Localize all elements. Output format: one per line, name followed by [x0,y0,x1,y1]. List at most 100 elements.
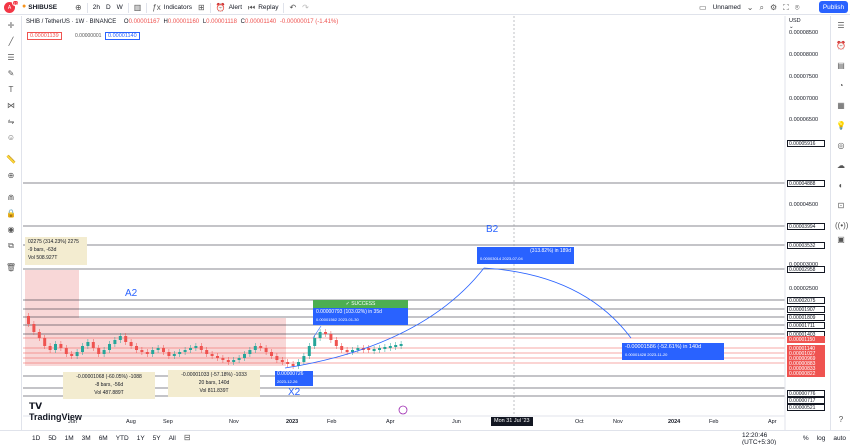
range-button-1y[interactable]: 1Y [136,434,145,442]
candle-body [351,350,354,352]
interval-week-button[interactable]: W [116,4,123,11]
layout-menu-button[interactable]: ⌄ [744,0,757,15]
symbol-search-button[interactable]: ● SHIBUSE [22,1,57,13]
hotlist-icon[interactable]: ◔ [838,81,844,90]
coin-icon: ● [22,3,27,10]
range-button-6m[interactable]: 6M [98,434,108,442]
chart-canvas[interactable] [23,16,830,430]
order-panel-icon[interactable]: ▣ [837,235,845,244]
redo-button[interactable]: ↷ [299,0,312,15]
range-button-ytd[interactable]: YTD [115,434,129,442]
sell-price-box[interactable]: 0.00001139 [27,32,62,40]
events-icon[interactable] [398,405,408,415]
lock-icon[interactable]: 🔒 [6,209,16,218]
quick-search-button[interactable]: ⌕ [756,0,766,15]
pattern-zone-red-left [25,270,79,366]
price-label: 0.00004500 [789,202,819,208]
auto-toggle[interactable]: auto [833,435,846,442]
price-label: 0.00006500 [789,117,819,123]
replay-button[interactable]: ⏮ Replay [245,0,281,15]
goto-date-button[interactable]: ⊟ [180,434,195,442]
candle-body [172,354,176,356]
templates-button[interactable]: ⊞ [195,0,208,15]
ruler-icon[interactable]: 📏 [6,155,16,164]
candle-body [91,342,95,348]
streams-icon[interactable]: ◎ [837,141,845,150]
buy-price-box[interactable]: 0.00001140 [105,32,140,40]
c-target-label[interactable]: -0.00001586 (-52.61%) in 140d 0.00001428… [622,343,724,360]
candle-body [151,350,155,354]
fullscreen-button[interactable]: ⛶ [780,0,792,15]
layout-name-button[interactable]: Unnamed [712,4,741,11]
range-button-1m[interactable]: 1M [64,434,74,442]
drawings-list-icon[interactable]: ⧉ [8,241,14,250]
dom-icon[interactable]: ⊡ [837,201,845,210]
measure-box-left[interactable]: 02275 (314.23%) 2275 -9 bars, -63d Vol 5… [25,237,87,265]
chats-icon[interactable]: ☁ [837,161,845,170]
eye-icon[interactable]: ◉ [7,225,15,234]
range-button-1d[interactable]: 1D [32,434,41,442]
zoom-in-icon[interactable]: ⊕ [7,171,15,180]
crosshair-icon[interactable]: ✛ [7,21,15,30]
interval-day-button[interactable]: D [105,4,111,11]
interval-button[interactable]: 2h [92,4,100,11]
currency-selector[interactable]: USD ⌄ [789,18,801,30]
broadcast-icon[interactable]: ((•)) [835,221,849,230]
calendar-icon[interactable]: ▦ [837,101,845,110]
measure-box-x[interactable]: -0.00001068 (-60.05%) -1088 -8 bars, -56… [63,372,155,399]
x2-price-label[interactable]: 0.00000726 2023-12-26 [275,371,313,386]
percent-toggle[interactable]: % [802,435,809,442]
b2-line1: (313.82%) in 189d [530,248,571,254]
trash-icon[interactable]: 🗑 [5,263,17,272]
candle-body [264,348,268,352]
layout-icon-button[interactable]: ▭ [696,0,710,15]
alerts-icon[interactable]: ⏰ [836,41,846,50]
label-b2[interactable]: B2 [486,224,499,235]
price-level-badge: 0.00000822 [787,370,825,377]
forecast-icon[interactable]: ⇋ [7,117,15,126]
candle-body [226,360,230,362]
publish-button[interactable]: Publish [819,1,848,13]
data-window-icon[interactable]: ▤ [837,61,845,70]
range-button-3m[interactable]: 3M [81,434,91,442]
help-icon[interactable]: ? [838,415,844,424]
pattern-icon[interactable]: ⋈ [7,101,15,110]
log-toggle[interactable]: log [816,435,826,442]
alert-button[interactable]: ⏰ Alert [213,0,245,15]
watchlist-icon[interactable]: ☰ [837,21,845,30]
b2-target-label[interactable]: (313.82%) in 189d 0.00003014 2023-07-04 [477,247,574,264]
text-icon[interactable]: T [8,85,14,94]
measure-box-mid[interactable]: -0.00001033 (-57.18%) -1033 20 bars, 140… [168,370,260,397]
undo-button[interactable]: ↶ [286,0,299,15]
label-x2[interactable]: X2 [288,387,301,398]
candle-body [388,346,392,348]
measure-x-line1: -0.00001068 (-60.05%) -1088 [76,374,142,380]
timezone-clock[interactable]: 12:20:46 (UTC+5:30) [742,431,777,445]
range-button-all[interactable]: All [168,434,176,442]
compare-button[interactable]: ⊕ [72,0,85,15]
brush-icon[interactable]: ✎ [7,69,15,78]
range-button-5y[interactable]: 5Y [152,434,161,442]
chart-type-button[interactable]: ▥ [131,0,145,15]
candle-body [86,342,90,346]
user-avatar[interactable]: A [4,2,15,13]
indicators-button[interactable]: ƒx Indicators [149,0,195,15]
measure-x-line3: Vol 487.889T [94,390,124,396]
notifications-icon[interactable]: ◐ [838,181,844,190]
magnet-icon[interactable]: ⋒ [7,193,15,202]
ideas-icon[interactable]: 💡 [836,121,846,130]
divider [86,2,88,13]
fib-icon[interactable]: ☰ [7,53,15,62]
time-label: Apr [768,419,777,425]
snapshot-button[interactable]: ⌾ [792,0,803,15]
trendline-icon[interactable]: ╱ [8,37,14,46]
emoji-icon[interactable]: ☺ [6,133,16,142]
settings-button[interactable]: ⚙ [767,0,780,15]
label-a2[interactable]: A2 [125,288,138,299]
candle-body [399,344,403,346]
alert-label: Alert [228,4,243,11]
price-level-badge: 0.00001711 [787,322,825,329]
success-target-label[interactable]: 0.00000793 (103.02%) in 35d 0.00001562 2… [313,308,408,325]
alarm-icon: ⏰ [215,2,226,12]
range-button-5d[interactable]: 5D [48,434,57,442]
